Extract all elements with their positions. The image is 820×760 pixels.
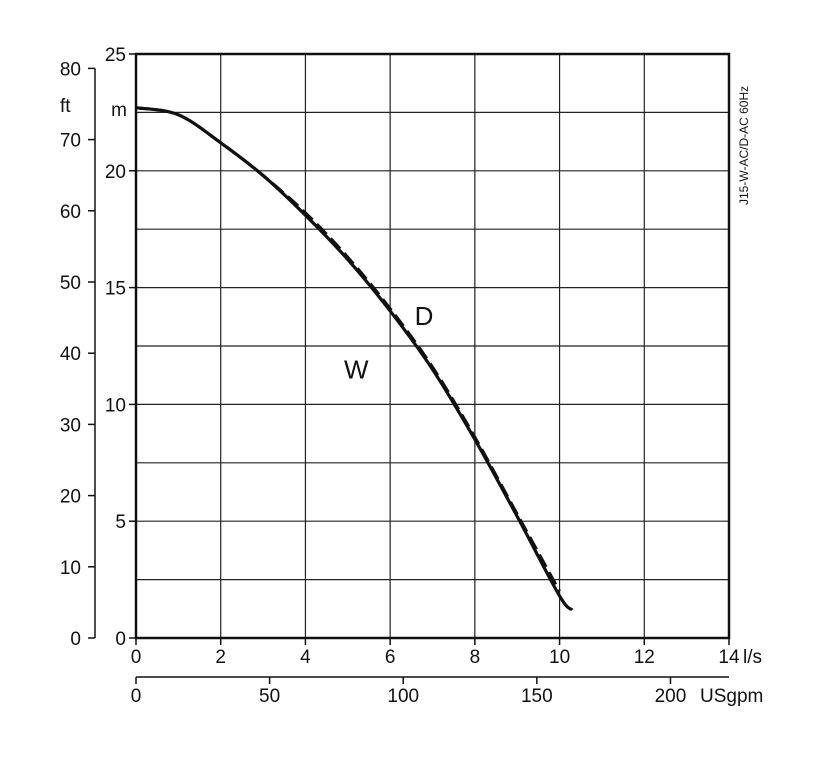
grid-lines	[136, 54, 729, 638]
gpm-tick-label: 0	[131, 686, 142, 707]
m-tick-label: 5	[115, 512, 126, 533]
curve-label-d: D	[415, 301, 434, 331]
ft-axis-unit: ft	[60, 96, 71, 117]
plot-frame	[134, 52, 731, 640]
m-tick-label: 0	[115, 629, 126, 650]
series-line-d	[135, 106, 561, 593]
gpm-axis-unit: USgpm	[700, 686, 763, 707]
model-side-label: J15-W-AC/D-AC 60Hz	[737, 86, 751, 205]
gpm-tick-label: 200	[655, 686, 687, 707]
ft-tick-label: 10	[60, 558, 81, 579]
ls-tick-label: 0	[131, 647, 142, 668]
ls-tick-label: 6	[385, 647, 396, 668]
labels-layer: 0 10 20 30 40 50 60 70 80 ft 0 5 10 15 20 25 m 0 2 4 6 8 10 12 1…	[60, 45, 764, 707]
ls-tick-label: 14	[718, 647, 740, 668]
ft-tick-label: 30	[60, 415, 81, 436]
m-tick-label: 25	[105, 45, 126, 66]
gpm-tick-label: 50	[259, 686, 280, 707]
ft-tick-label: 70	[60, 131, 81, 152]
ls-tick-label: 12	[634, 647, 655, 668]
gpm-tick-label: 150	[521, 686, 553, 707]
series-layer	[135, 106, 574, 612]
ft-tick-label: 0	[70, 629, 81, 650]
ft-tick-label: 20	[60, 487, 81, 508]
gpm-tick-label: 100	[387, 686, 419, 707]
ft-tick-label: 60	[60, 202, 81, 223]
ft-tick-label: 50	[60, 273, 81, 294]
m-tick-label: 20	[105, 162, 126, 183]
ft-tick-label: 40	[60, 344, 81, 365]
ls-axis-unit: l/s	[743, 647, 762, 668]
m-axis-unit: m	[111, 100, 127, 121]
curve-label-w: W	[344, 355, 369, 385]
ls-tick-label: 8	[470, 647, 481, 668]
m-tick-label: 10	[105, 395, 126, 416]
m-tick-label: 15	[105, 279, 126, 300]
ls-tick-label: 10	[549, 647, 570, 668]
axes	[88, 52, 731, 684]
ls-tick-label: 2	[215, 647, 226, 668]
ft-tick-label: 80	[60, 59, 81, 80]
ls-tick-label: 4	[300, 647, 311, 668]
